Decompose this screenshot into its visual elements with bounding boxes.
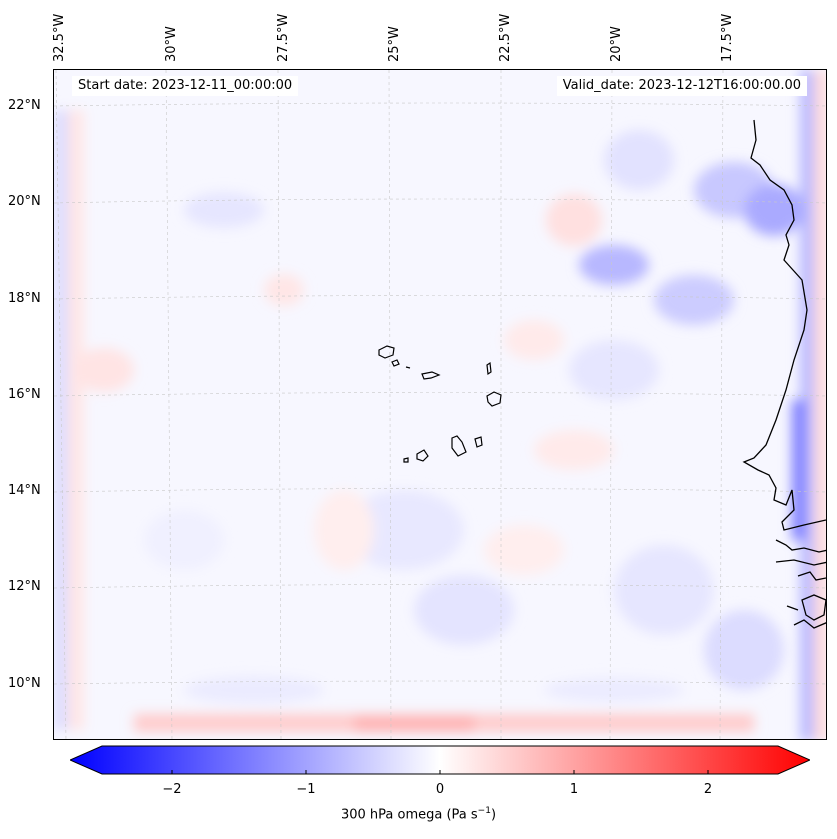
colorbar-tick: −2 bbox=[162, 782, 182, 797]
cape-verde-islands bbox=[378, 345, 502, 463]
lat-label-10n: 10°N bbox=[8, 676, 41, 691]
graticule bbox=[54, 70, 826, 739]
lat-label-20n: 20°N bbox=[8, 194, 41, 209]
colorbar-tick: 1 bbox=[569, 782, 579, 797]
lon-label-22-5w: 22.5°W bbox=[498, 13, 513, 62]
lon-label-20w: 20°W bbox=[609, 26, 624, 62]
lat-label-16n: 16°N bbox=[8, 387, 41, 402]
lat-label-14n: 14°N bbox=[8, 483, 41, 498]
colorbar-tick: 2 bbox=[703, 782, 713, 797]
lon-label-17-5w: 17.5°W bbox=[720, 13, 735, 62]
valid-date-label: Valid_date: 2023-12-12T16:00:00.00 bbox=[556, 76, 807, 96]
start-date-label: Start date: 2023-12-11_00:00:00 bbox=[72, 76, 299, 96]
omega-field-map bbox=[54, 70, 826, 739]
lon-label-32-5w: 32.5°W bbox=[52, 13, 67, 62]
lon-label-25w: 25°W bbox=[387, 26, 402, 62]
map-panel[interactable] bbox=[53, 69, 827, 740]
colorbar-label: 300 hPa omega (Pa s−1) bbox=[340, 806, 497, 823]
lon-label-30w: 30°W bbox=[164, 26, 179, 62]
colorbar-tick: −1 bbox=[296, 782, 316, 797]
lon-label-27-5w: 27.5°W bbox=[276, 13, 291, 62]
colorbar bbox=[68, 745, 812, 775]
colorbar-tick: 0 bbox=[435, 782, 445, 797]
lat-label-12n: 12°N bbox=[8, 579, 41, 594]
lat-label-22n: 22°N bbox=[8, 98, 41, 113]
colorbar-gradient bbox=[68, 745, 812, 775]
lat-label-18n: 18°N bbox=[8, 291, 41, 306]
africa-coastline bbox=[742, 119, 826, 629]
